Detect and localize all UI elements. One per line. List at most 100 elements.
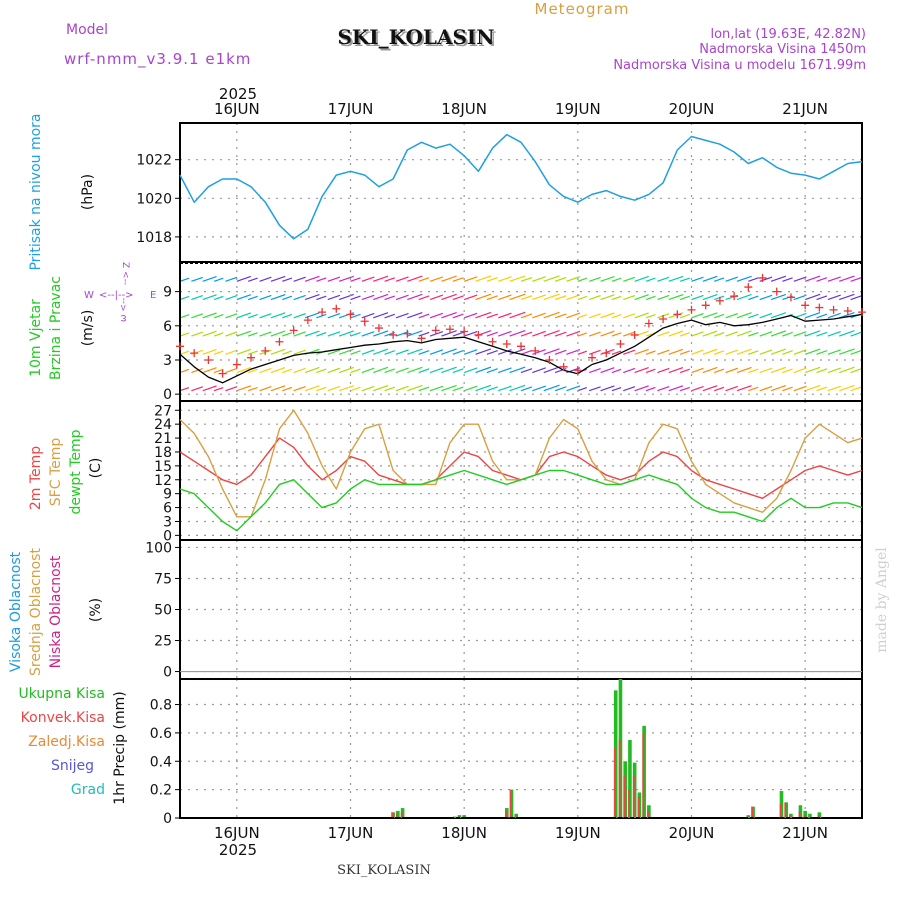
wind-gust-marker: [431, 326, 440, 335]
wind-barb: [577, 332, 588, 337]
wind-barb: [418, 277, 430, 282]
wind-ytick-label: 0: [163, 387, 172, 403]
wind-gust-marker: [744, 283, 753, 292]
wind-gust-marker: [758, 273, 767, 282]
wind-barb: [282, 313, 293, 319]
watermark: made by Angel: [874, 547, 890, 653]
wind-barb: [566, 276, 581, 282]
wind-barb: [463, 349, 478, 355]
wind-barb: [679, 368, 690, 374]
wind-barb: [702, 275, 718, 282]
cloud-unit: (%): [88, 598, 104, 622]
wind-barb: [532, 367, 546, 374]
chart-title: SKI_KOLASIN: [337, 25, 494, 49]
legend-south: ω <--: [119, 298, 129, 322]
wind-gust-marker: [531, 346, 540, 355]
wind-barb: [702, 293, 718, 301]
wind-barb: [748, 313, 759, 319]
wind-barb: [418, 350, 430, 355]
x-day-top: 19JUN: [555, 100, 601, 118]
precip-conv-bar: [613, 747, 616, 818]
wind-barb: [520, 368, 533, 374]
wind-barb: [804, 366, 821, 374]
wind-barb: [350, 313, 361, 319]
wind-barb: [407, 293, 423, 301]
wind-barb: [520, 349, 533, 355]
wind-barb: [429, 276, 444, 282]
wind-barb: [498, 294, 512, 301]
wind-barb: [179, 350, 190, 355]
wind-gust-marker: [417, 334, 426, 343]
wind-gust-marker: [289, 326, 298, 335]
wind-barb: [191, 276, 203, 282]
wind-barb: [770, 348, 787, 355]
wind-barb: [236, 367, 252, 374]
wind-barb: [589, 331, 601, 337]
wind-barb: [202, 294, 217, 301]
wind-barb: [611, 332, 622, 337]
wind-gust-marker: [815, 303, 824, 312]
wind-gust-marker: [630, 330, 639, 339]
wind-unit: (m/s): [80, 310, 96, 347]
precip-ytick-label: 0.2: [150, 783, 172, 799]
wind-barb: [770, 275, 787, 282]
wind-barb: [179, 314, 190, 319]
wind-barb: [270, 275, 286, 282]
temp-ytick-label: 18: [154, 445, 172, 461]
temp-line-0: [179, 437, 863, 499]
wind-barb: [213, 277, 224, 282]
wind-barb: [543, 311, 560, 319]
wind-barb: [804, 275, 821, 282]
precip-conv-bar: [637, 796, 640, 818]
wind-barb: [475, 366, 492, 374]
wind-barb: [748, 350, 759, 355]
wind-barb: [645, 386, 656, 392]
wind-ylabel-1: 10m Vjetar: [28, 299, 44, 377]
wind-barb: [316, 313, 327, 319]
wind-barb: [463, 330, 478, 337]
wind-barb: [668, 330, 684, 337]
wind-barb: [759, 367, 773, 374]
wind-barb: [384, 313, 395, 319]
wind-barb: [259, 276, 272, 282]
wind-barb: [225, 367, 238, 374]
wind-gust-marker: [275, 337, 284, 346]
wind-gust-marker: [460, 327, 469, 336]
wind-barb: [395, 312, 409, 319]
wind-barb: [441, 384, 457, 392]
temp-ylabel-dewpt: dewpt Temp: [68, 429, 84, 514]
wind-barb: [486, 277, 498, 282]
wind-gust-marker: [247, 353, 256, 362]
wind-barb: [373, 348, 389, 355]
wind-barb: [441, 330, 457, 337]
precip-conv-bar: [789, 815, 791, 818]
wind-barb: [702, 366, 718, 374]
wind-barb: [316, 368, 327, 374]
wind-gust-marker: [346, 310, 355, 319]
wind-barb: [486, 295, 498, 301]
wind-barb: [793, 276, 807, 282]
wind-barb: [452, 277, 464, 282]
temp-ylabel-sfc: SFC Temp: [48, 438, 64, 507]
wind-barb: [350, 277, 361, 282]
cloud-ytick-label: 50: [154, 603, 172, 619]
wind-barb: [702, 385, 718, 392]
wind-barb: [850, 331, 862, 337]
x-day-bottom: 20JUN: [669, 824, 715, 842]
wind-barb: [293, 331, 306, 337]
precip-conv-bar: [751, 806, 754, 818]
wind-barb: [463, 294, 478, 301]
wind-barb: [634, 275, 649, 282]
wind-barb: [327, 294, 341, 301]
wind-barb: [714, 313, 725, 319]
wind-barb: [804, 384, 821, 392]
wind-barb: [395, 385, 409, 392]
wind-barb: [657, 294, 670, 301]
wind-barb: [804, 330, 821, 337]
legend-north: Z <--: [120, 262, 130, 285]
wind-barb: [532, 294, 546, 301]
wind-gust-marker: [673, 310, 682, 319]
wind-barb: [407, 384, 423, 392]
x-day-top: 20JUN: [669, 100, 715, 118]
wind-barb: [793, 367, 807, 374]
